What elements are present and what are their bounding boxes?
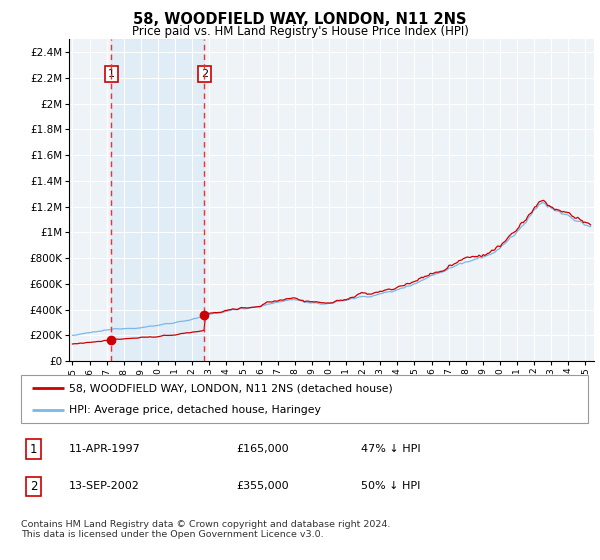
Text: HPI: Average price, detached house, Haringey: HPI: Average price, detached house, Hari… xyxy=(69,405,321,415)
Text: Contains HM Land Registry data © Crown copyright and database right 2024.
This d: Contains HM Land Registry data © Crown c… xyxy=(21,520,391,539)
FancyBboxPatch shape xyxy=(21,375,588,423)
Text: 2: 2 xyxy=(201,69,208,79)
Text: Price paid vs. HM Land Registry's House Price Index (HPI): Price paid vs. HM Land Registry's House … xyxy=(131,25,469,38)
Text: 58, WOODFIELD WAY, LONDON, N11 2NS: 58, WOODFIELD WAY, LONDON, N11 2NS xyxy=(133,12,467,27)
Text: 1: 1 xyxy=(108,69,115,79)
Text: 2: 2 xyxy=(30,480,37,493)
Text: 13-SEP-2002: 13-SEP-2002 xyxy=(69,482,140,492)
Text: 50% ↓ HPI: 50% ↓ HPI xyxy=(361,482,421,492)
Text: 58, WOODFIELD WAY, LONDON, N11 2NS (detached house): 58, WOODFIELD WAY, LONDON, N11 2NS (deta… xyxy=(69,383,393,393)
Text: 1: 1 xyxy=(30,442,37,456)
Text: 11-APR-1997: 11-APR-1997 xyxy=(69,444,141,454)
Bar xyxy=(112,39,204,361)
Text: £165,000: £165,000 xyxy=(236,444,289,454)
Text: 47% ↓ HPI: 47% ↓ HPI xyxy=(361,444,421,454)
Text: £355,000: £355,000 xyxy=(236,482,289,492)
